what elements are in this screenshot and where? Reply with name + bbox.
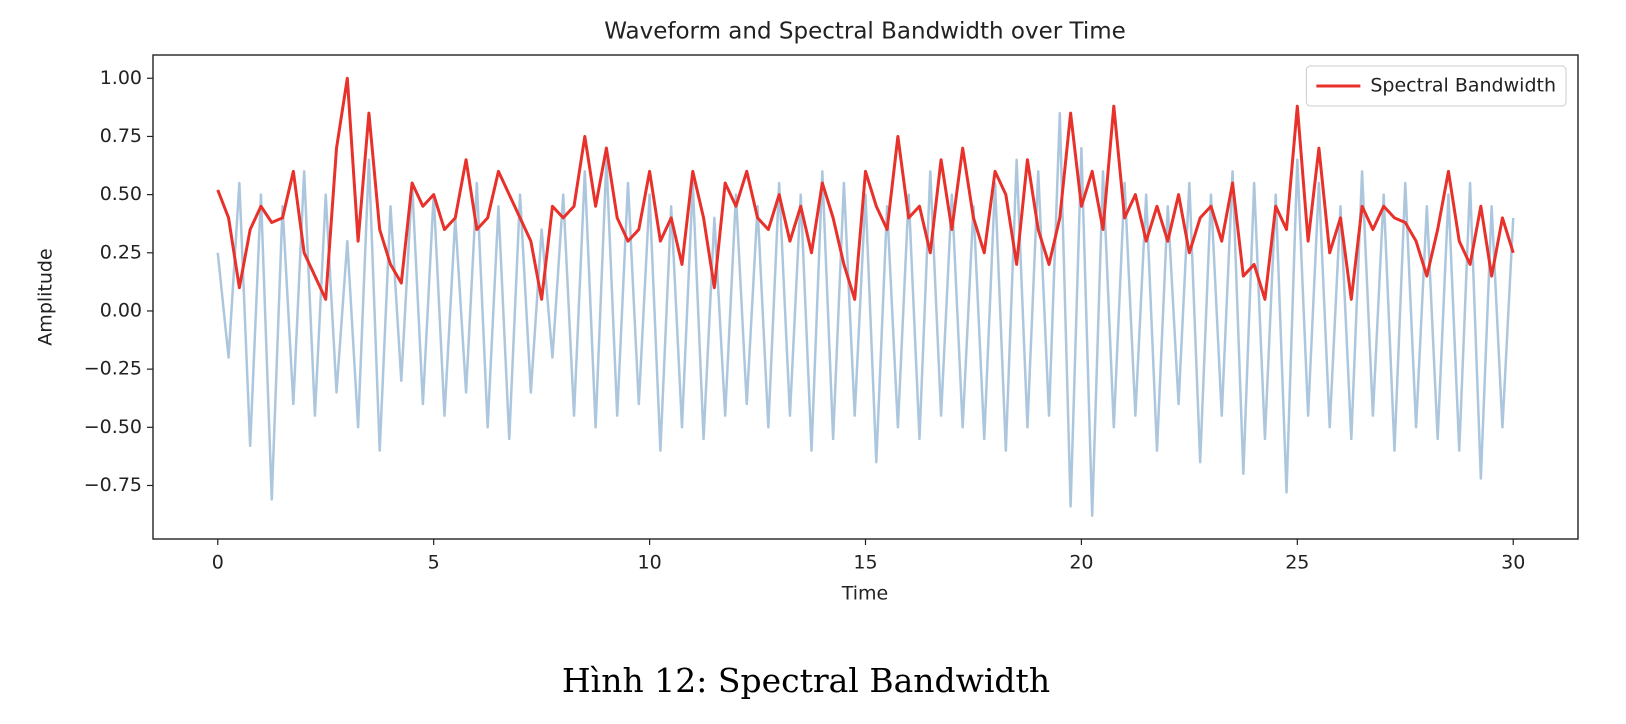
chart-title: Waveform and Spectral Bandwidth over Tim… xyxy=(604,19,1126,45)
figure-caption: Hình 12: Spectral Bandwidth xyxy=(562,661,1050,700)
plot-frame xyxy=(152,54,1579,540)
y-tick-label: −0.25 xyxy=(84,358,142,380)
y-tick-label: −0.50 xyxy=(84,416,142,438)
y-tick-label: −0.75 xyxy=(84,474,142,496)
y-tick-label: 0.00 xyxy=(100,299,142,321)
x-tick-label: 30 xyxy=(1501,552,1525,574)
x-tick-label: 20 xyxy=(1069,552,1093,574)
y-axis-label: Amplitude xyxy=(35,248,57,345)
x-tick-label: 15 xyxy=(853,552,877,574)
x-tick-label: 5 xyxy=(428,552,440,574)
y-tick-label: 0.25 xyxy=(100,241,142,263)
y-tick-label: 0.75 xyxy=(100,125,142,147)
x-tick-label: 0 xyxy=(212,552,224,574)
x-axis-label: Time xyxy=(841,583,889,605)
x-tick-label: 25 xyxy=(1285,552,1309,574)
y-tick-label: 0.50 xyxy=(100,183,142,205)
series-line xyxy=(216,76,1515,301)
x-tick-label: 10 xyxy=(637,552,661,574)
legend-box xyxy=(1305,65,1567,107)
y-tick-label: 1.00 xyxy=(100,67,142,89)
legend-label: Spectral Bandwidth xyxy=(1370,75,1556,97)
